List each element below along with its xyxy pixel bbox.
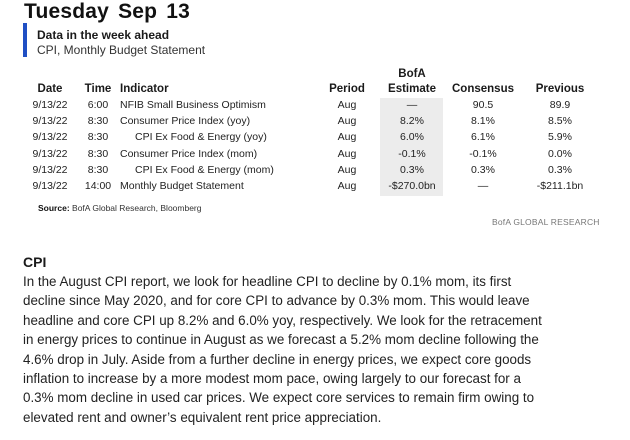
cell-indicator: CPI Ex Food & Energy (mom) <box>135 163 274 176</box>
cell-time: 14:00 <box>84 180 112 192</box>
box-heading: Data in the week ahead <box>37 28 170 42</box>
paragraph-line: elevated rent and owner’s equivalent ren… <box>23 409 382 425</box>
cell-consensus: 90.5 <box>472 99 494 111</box>
cell-date: 9/13/22 <box>32 147 68 160</box>
source-note: Source: BofA Global Research, Bloomberg <box>38 203 202 213</box>
header-previous: Previous <box>535 83 585 95</box>
cell-previous: 0.3% <box>548 163 572 176</box>
header-period: Period <box>329 83 365 95</box>
cell-consensus: 6.1% <box>471 131 495 144</box>
paragraph-line: 0.3% mom decline in used car prices. We … <box>23 390 535 406</box>
header-bofa-bottom: Estimate <box>388 83 436 95</box>
cell-date: 9/13/22 <box>32 180 68 192</box>
header-date: Date <box>37 83 63 95</box>
cell-date: 9/13/22 <box>32 131 68 144</box>
header-time: Time <box>84 83 112 95</box>
paragraph-line: headline and core CPI up 8.2% and 6.0% y… <box>23 312 542 328</box>
cell-bofa: — <box>406 99 418 111</box>
cell-time: 6:00 <box>87 99 109 111</box>
cell-bofa: -$270.0bn <box>388 180 436 192</box>
cell-consensus: 0.3% <box>471 163 495 176</box>
cell-period: Aug <box>337 180 357 192</box>
cell-consensus: — <box>477 180 489 192</box>
cell-bofa: 8.2% <box>400 115 424 128</box>
header-consensus: Consensus <box>452 83 514 95</box>
paragraph-line: inflation to increase by a more modest m… <box>23 371 521 387</box>
cell-period: Aug <box>337 131 357 144</box>
paragraph-line: decline since May 2020, and for core CPI… <box>23 293 530 309</box>
cell-period: Aug <box>337 147 357 160</box>
cell-previous: 0.0% <box>548 147 572 160</box>
cell-bofa: 0.3% <box>400 163 424 176</box>
section-paragraph: In the August CPI report, we look for he… <box>23 272 542 427</box>
cell-period: Aug <box>337 163 357 176</box>
cell-date: 9/13/22 <box>32 163 68 176</box>
cell-time: 8:30 <box>87 147 109 160</box>
accent-bar <box>23 23 27 57</box>
cell-previous: -$211.1bn <box>536 180 584 192</box>
cell-period: Aug <box>337 99 357 111</box>
cell-bofa: -0.1% <box>398 147 426 160</box>
cell-indicator: Monthly Budget Statement <box>120 180 244 192</box>
cell-date: 9/13/22 <box>32 99 68 111</box>
paragraph-line: 4.6% drop in July. Aside from a further … <box>23 351 532 367</box>
page-title: Tuesday Sep 13 <box>24 0 190 23</box>
section-heading: CPI <box>23 254 47 270</box>
cell-indicator: Consumer Price Index (mom) <box>120 147 258 160</box>
source-text: BofA Global Research, Bloomberg <box>72 203 202 213</box>
cell-bofa: 6.0% <box>400 131 424 144</box>
cell-indicator: Consumer Price Index (yoy) <box>120 115 251 128</box>
cell-previous: 89.9 <box>549 99 571 111</box>
cell-date: 9/13/22 <box>32 115 68 128</box>
credit-text: BofA GLOBAL RESEARCH <box>492 217 600 227</box>
header-indicator: Indicator <box>120 83 169 95</box>
cell-time: 8:30 <box>87 115 109 128</box>
header-bofa-top: BofA <box>398 68 426 80</box>
box-subheading: CPI, Monthly Budget Statement <box>37 43 206 57</box>
paragraph-line: In the August CPI report, we look for he… <box>23 274 512 289</box>
cell-consensus: -0.1% <box>469 147 497 160</box>
cell-indicator: NFIB Small Business Optimism <box>120 99 266 111</box>
paragraph-line: in energy prices to continue in August a… <box>23 332 539 348</box>
bofa-estimate-shade <box>380 98 443 196</box>
cell-indicator: CPI Ex Food & Energy (yoy) <box>135 131 267 144</box>
cell-time: 8:30 <box>87 131 109 144</box>
cell-consensus: 8.1% <box>471 115 495 128</box>
cell-previous: 5.9% <box>548 131 572 144</box>
cell-previous: 8.5% <box>548 115 572 128</box>
cell-period: Aug <box>337 115 357 128</box>
source-label: Source: <box>38 203 70 213</box>
cell-time: 8:30 <box>87 163 109 176</box>
